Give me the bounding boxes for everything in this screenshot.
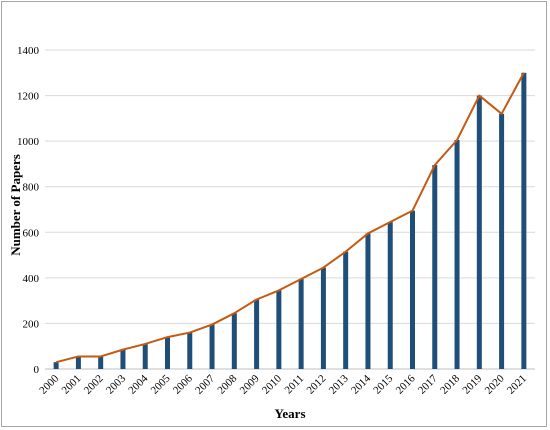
x-tick-label: 2006 [171, 372, 195, 396]
y-tick-label: 0 [34, 364, 40, 376]
y-tick-label: 200 [23, 318, 40, 330]
bar-2007 [209, 324, 215, 369]
gridlines [45, 49, 535, 370]
y-tick-label: 1200 [17, 91, 40, 103]
bar-2005 [165, 337, 170, 369]
x-tick-label: 2002 [82, 373, 106, 397]
x-tick-label: 2011 [283, 373, 307, 397]
bar-2012 [320, 267, 326, 369]
x-tick-labels: 2000200120022003200420052006200720082009… [37, 372, 529, 396]
bar-2015 [387, 222, 393, 369]
bar-series [53, 72, 527, 370]
y-tick-label: 400 [23, 273, 40, 285]
x-tick-label: 2017 [416, 372, 440, 396]
bar-2006 [187, 332, 193, 369]
trend-line [55, 72, 525, 364]
x-tick-label: 2018 [438, 372, 462, 396]
x-tick-label: 2019 [460, 372, 484, 396]
x-tick-label: 2012 [304, 373, 328, 397]
x-tick-label: 2009 [238, 372, 262, 396]
bar-2002 [98, 356, 104, 369]
x-tick-label: 2005 [149, 372, 173, 396]
x-tick-label: 2015 [371, 372, 395, 396]
x-tick-label: 2021 [505, 373, 529, 397]
x-tick-label: 2007 [193, 372, 217, 396]
bar-2003 [120, 349, 126, 369]
bar-2009 [254, 299, 260, 369]
x-tick-label: 2001 [59, 373, 83, 397]
x-tick-label: 2000 [37, 372, 61, 396]
x-tick-label: 2020 [483, 372, 507, 396]
bar-2014 [365, 233, 371, 369]
y-tick-label: 600 [23, 227, 40, 239]
y-tick-label: 1000 [17, 136, 40, 148]
bar-2001 [75, 356, 81, 369]
bar-2011 [298, 278, 304, 369]
bar-2020 [499, 113, 505, 369]
x-axis-label: Years [274, 406, 305, 421]
bar-2013 [343, 251, 349, 369]
bar-2008 [231, 313, 237, 369]
bar-2021 [521, 72, 527, 370]
x-tick-label: 2014 [349, 372, 373, 396]
x-tick-label: 2016 [394, 372, 418, 396]
y-axis-label: Number of Papers [8, 154, 23, 256]
x-tick-label: 2010 [260, 372, 284, 396]
x-tick-label: 2013 [327, 372, 351, 396]
y-tick-label: 800 [23, 182, 40, 194]
bar-2019 [476, 95, 482, 370]
y-tick-labels: 0 200 400 600 800 1000 1200 1400 [17, 45, 40, 376]
bar-2017 [432, 165, 438, 369]
x-tick-label: 2008 [215, 372, 239, 396]
bar-2004 [142, 343, 148, 369]
bar-2016 [410, 210, 415, 369]
x-tick-label: 2003 [104, 372, 128, 396]
line-series [55, 72, 525, 364]
bar-2018 [454, 140, 460, 369]
bar-2010 [276, 290, 282, 369]
bar-2000 [53, 362, 59, 369]
x-tick-label: 2004 [126, 372, 150, 396]
y-tick-label: 1400 [17, 45, 40, 57]
